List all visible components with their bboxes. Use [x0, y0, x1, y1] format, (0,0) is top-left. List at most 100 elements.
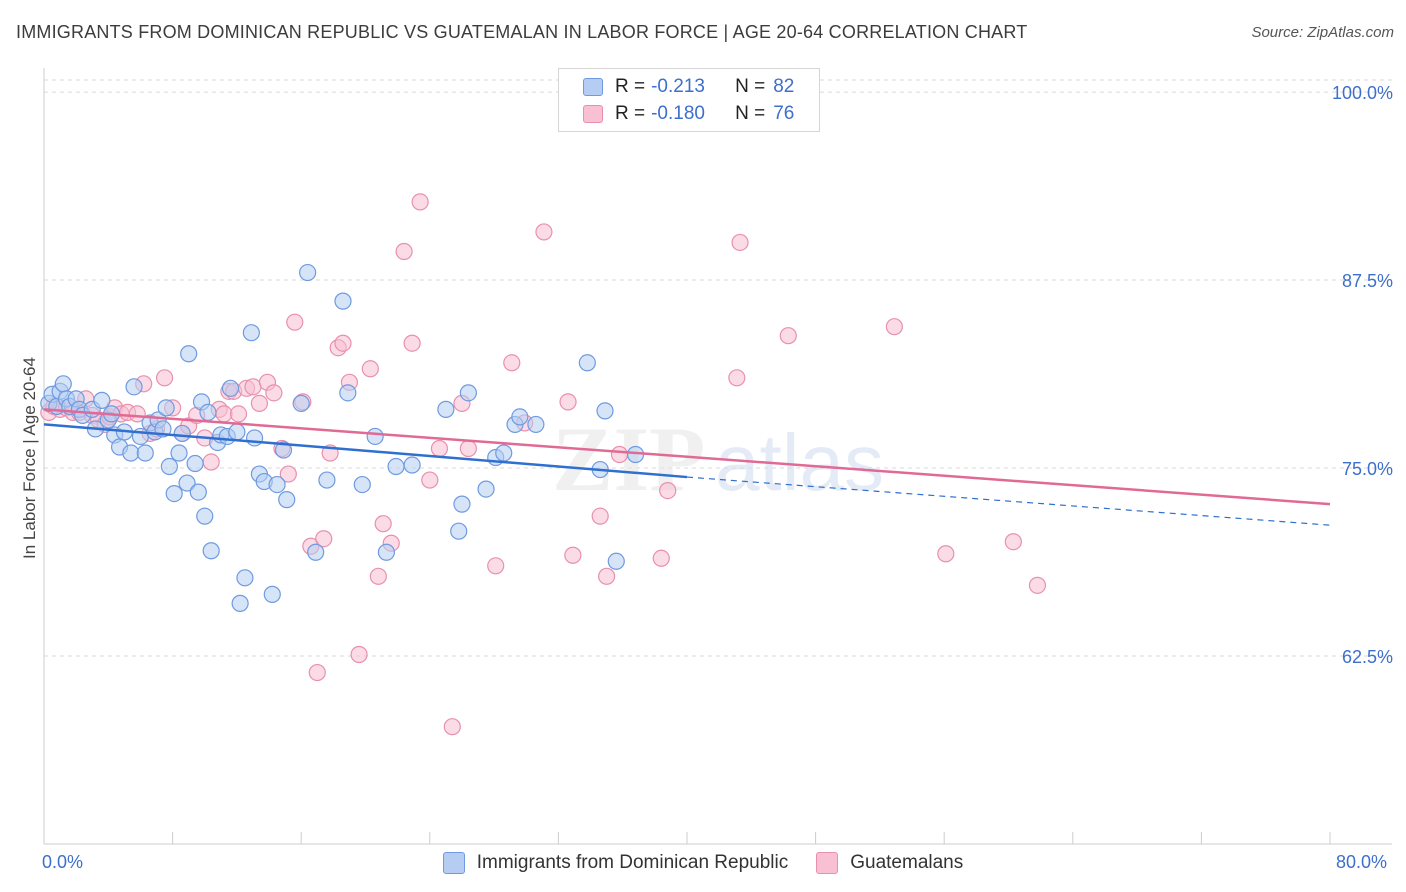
dominican-point: [122, 444, 140, 462]
dominican-point: [245, 429, 264, 447]
legend-n-label: N =: [735, 76, 766, 97]
dominican-point: [353, 475, 371, 494]
watermark-atlas: atlas: [715, 418, 884, 507]
correlation-legend: R = -0.213 N = 82 R = -0.180 N = 76: [558, 68, 820, 132]
dominican-point: [231, 594, 249, 612]
dominican-point: [236, 569, 254, 587]
series-swatch-pink: [816, 852, 839, 874]
dominican-point: [437, 400, 455, 418]
legend-r-value: -0.180: [651, 103, 705, 124]
source-label: Source: ZipAtlas.com: [1251, 24, 1394, 41]
dominican-point: [242, 324, 260, 342]
dominican-points: [40, 263, 645, 612]
dominican-point: [228, 423, 246, 441]
guatemalan-point: [361, 360, 379, 378]
legend-swatch-pink: [583, 105, 603, 123]
guatemalan-point: [374, 515, 392, 533]
guatemalan-point: [731, 233, 749, 252]
legend-row-dominican: R = -0.213 N = 82: [583, 75, 794, 99]
dominican-trend-line: [43, 423, 688, 479]
guatemalan-point: [308, 663, 326, 682]
guatemalan-point: [591, 507, 609, 525]
dominican-point: [180, 345, 198, 363]
guatemalan-point: [334, 334, 352, 352]
guatemalan-point: [128, 405, 146, 423]
dominican-point: [450, 522, 468, 540]
dominican-point: [199, 403, 217, 421]
guatemalan-point: [411, 193, 429, 211]
dominican-point: [178, 474, 196, 492]
legend-n-label: N =: [735, 103, 766, 124]
dominican-point: [292, 394, 310, 412]
dominican-point: [160, 457, 178, 476]
series-swatch-blue: [442, 852, 465, 874]
y-tick-label: 62.5%: [1342, 647, 1393, 667]
dominican-point: [136, 444, 154, 462]
dominican-point: [196, 507, 214, 525]
dominican-point: [263, 585, 281, 603]
legend-r-label: R =: [615, 103, 646, 124]
guatemalan-point: [279, 465, 297, 483]
guatemalan-point: [1004, 533, 1022, 551]
guatemalan-point: [244, 378, 262, 396]
y-tick-label: 100.0%: [1332, 83, 1393, 103]
dominican-point: [202, 542, 220, 560]
dominican-point: [366, 427, 384, 446]
guatemalan-point: [503, 354, 521, 372]
dominican-point: [453, 495, 471, 513]
legend-swatch-blue: [583, 78, 603, 96]
dominican-point: [221, 379, 240, 397]
dominican-point: [189, 483, 207, 501]
guatemalan-point: [487, 557, 505, 575]
series-legend: Immigrants from Dominican Republic Guate…: [0, 852, 1406, 874]
guatemalan-point: [779, 327, 797, 345]
dominican-point: [403, 456, 421, 474]
guatemalan-point: [395, 242, 413, 261]
dominican-point: [334, 292, 352, 310]
series-legend-item-dominican: Immigrants from Dominican Republic: [442, 852, 789, 874]
dominican-point: [495, 444, 513, 462]
guatemalan-point: [659, 481, 677, 500]
guatemalan-trend-line: [43, 408, 1331, 506]
guatemalan-point: [202, 453, 220, 471]
dominican-point: [173, 424, 191, 443]
dominican-point: [578, 354, 596, 372]
series-label-dominican: Immigrants from Dominican Republic: [476, 852, 789, 873]
legend-r-value: -0.213: [651, 76, 705, 97]
dominican-point: [596, 402, 614, 420]
guatemalan-point: [937, 545, 955, 563]
dominican-point: [459, 384, 477, 402]
guatemalan-point: [250, 394, 269, 412]
y-tick-label: 87.5%: [1342, 271, 1393, 291]
guatemalan-point: [1028, 576, 1047, 594]
dominican-point: [318, 471, 336, 489]
dominican-point: [170, 444, 188, 462]
guatemalan-point: [350, 645, 368, 664]
legend-r-label: R =: [615, 76, 646, 97]
guatemalan-point: [369, 567, 387, 585]
guatemalan-point: [559, 393, 577, 411]
dominican-point: [186, 454, 204, 473]
guatemalan-point: [215, 405, 233, 423]
dominican-point: [157, 399, 175, 417]
dominican-point: [387, 457, 405, 476]
guatemalan-point: [652, 549, 670, 567]
guatemalans-points: [40, 193, 1047, 736]
guatemalan-point: [286, 313, 304, 331]
guatemalan-point: [564, 546, 582, 564]
y-tick-label: 75.0%: [1342, 459, 1393, 479]
chart-title: IMMIGRANTS FROM DOMINICAN REPUBLIC VS GU…: [16, 22, 1028, 42]
dominican-point: [511, 408, 529, 426]
dominican-point: [165, 485, 183, 503]
x-tick-label-max: 80.0%: [1336, 852, 1388, 872]
guatemalan-point: [459, 439, 477, 458]
guatemalan-point: [315, 530, 333, 548]
guatemalan-point: [728, 369, 746, 387]
dominican-point: [125, 378, 143, 396]
guatemalan-point: [443, 718, 461, 736]
series-label-guatemalan: Guatemalans: [850, 852, 964, 873]
guatemalan-point: [598, 567, 616, 585]
dominican-point: [274, 441, 293, 459]
dominican-point: [527, 415, 545, 434]
x-tick-label-min: 0.0%: [42, 852, 84, 872]
